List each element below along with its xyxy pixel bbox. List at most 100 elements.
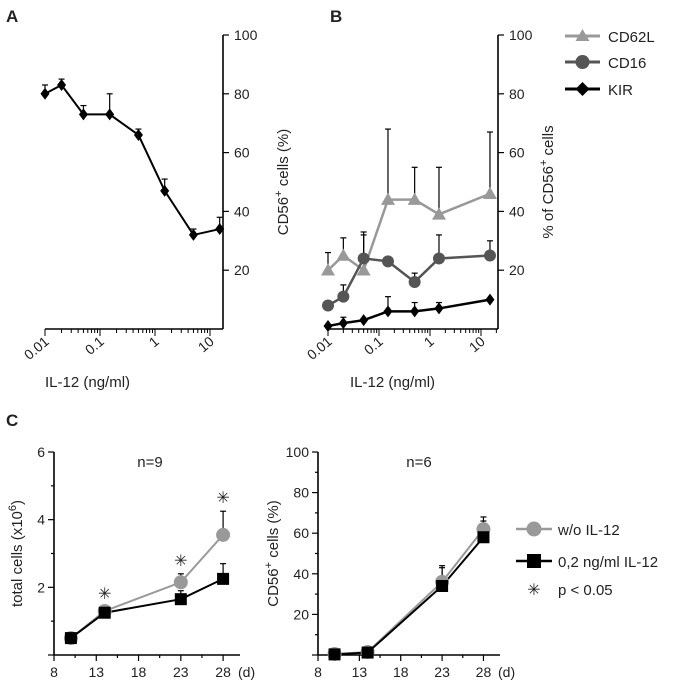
panel-label-a: A — [6, 7, 18, 26]
data-point-cd56- — [105, 108, 115, 121]
series-line-w-o-il-12 — [334, 528, 485, 655]
data-point-cd16 — [432, 252, 445, 265]
significance-marker-icon: ✳ — [174, 553, 187, 570]
panel-c-total-cells-chart: 2 4 6 8 13 18 23 28 (d) n=9 total cells (x106) ✳ ✳ ✳ — [7, 444, 255, 680]
data-point-w-o-il-12 — [216, 527, 231, 542]
data-point-0-2-ng-ml-il-12 — [98, 606, 111, 619]
y-tick-label: 100 — [286, 444, 310, 460]
x-tick-label: 10 — [195, 333, 217, 355]
data-point-0-2-ng-ml-il-12 — [217, 572, 230, 585]
data-point-cd16 — [408, 275, 421, 288]
data-point-cd16 — [337, 290, 350, 303]
sample-size-note: n=9 — [137, 454, 162, 471]
y-tick-label: 60 — [293, 525, 309, 541]
legend-cd62l-marker — [575, 29, 590, 41]
y-tick-label: 40 — [293, 566, 309, 582]
data-point-cd62l — [407, 192, 422, 205]
data-point-w-o-il-12 — [173, 575, 188, 590]
x-axis-label: (d) — [238, 664, 255, 680]
data-point-cd62l — [482, 186, 497, 200]
y-axis-label: CD56+ cells (%) — [263, 500, 282, 606]
data-point-0-2-ng-ml-il-12 — [361, 646, 374, 659]
legend-cd62l-label: CD62L — [608, 29, 655, 46]
x-tick-label: 1 — [146, 333, 162, 350]
legend-significance-label: p < 0.05 — [558, 582, 613, 599]
y-tick-label: 100 — [509, 27, 533, 43]
x-tick-label: 10 — [466, 333, 488, 355]
series-line-kir — [327, 298, 491, 328]
legend-il12-marker — [527, 554, 541, 568]
series-line-0-2-ng-ml-il-12 — [334, 536, 485, 656]
data-point-cd62l — [431, 207, 446, 220]
y-tick-label: 20 — [234, 262, 250, 278]
legend-cd16-label: CD16 — [608, 55, 646, 72]
y-tick-label: 60 — [234, 145, 250, 161]
data-point-kir — [410, 305, 420, 318]
data-point-cd62l — [321, 263, 335, 276]
y-tick-label: 40 — [509, 203, 525, 219]
data-point-cd56- — [160, 184, 170, 197]
data-point-cd56- — [215, 223, 225, 236]
data-point-0-2-ng-ml-il-12 — [174, 593, 187, 606]
y-tick-label: 20 — [509, 262, 525, 278]
legend-wo-il12-label: w/o IL-12 — [557, 522, 620, 539]
y-tick-label: 20 — [293, 606, 309, 622]
data-point-cd56- — [40, 87, 50, 100]
series-line-0-2-ng-ml-il-12 — [70, 577, 224, 639]
panel-label-b: B — [330, 7, 342, 26]
data-point-0-2-ng-ml-il-12 — [328, 648, 341, 661]
x-tick-label: 13 — [88, 664, 104, 680]
panel-b-chart: 0.01 0.1 1 10 20 40 60 80 100 IL-12 (ng/ml) % of C… — [304, 27, 557, 391]
y-tick-label: 100 — [234, 27, 258, 43]
x-axis-label: (d) — [498, 664, 515, 680]
y-tick-label: 80 — [509, 86, 525, 102]
data-point-kir — [359, 314, 369, 327]
data-point-0-2-ng-ml-il-12 — [436, 579, 449, 592]
series-line-w-o-il-12 — [70, 534, 224, 639]
x-tick-label: 28 — [476, 664, 492, 680]
x-tick-label: 0.1 — [82, 333, 107, 358]
y-tick-label: 60 — [509, 145, 525, 161]
data-point-0-2-ng-ml-il-12 — [477, 531, 490, 544]
data-point-cd62l — [356, 263, 371, 276]
series-line-cd56- — [44, 83, 220, 237]
x-tick-label: 28 — [215, 664, 231, 680]
panel-label-c: C — [6, 411, 18, 430]
sample-size-note: n=6 — [406, 454, 431, 471]
data-point-cd16 — [381, 255, 394, 268]
x-tick-label: 0.01 — [304, 333, 335, 363]
y-tick-label: 4 — [37, 512, 45, 528]
data-point-cd56- — [133, 128, 143, 141]
significance-marker-icon: ✳ — [216, 490, 229, 507]
significance-marker-icon: ✳ — [98, 586, 111, 603]
data-point-kir — [338, 317, 348, 330]
legend-panel-b: CD62L CD16 KIR — [565, 29, 655, 99]
data-point-cd62l — [336, 248, 351, 261]
x-tick-label: 0.1 — [361, 333, 386, 358]
legend-panel-c: w/o IL-12 0,2 ng/ml IL-12 ✳ p < 0.05 — [516, 521, 658, 599]
x-tick-label: 8 — [314, 664, 322, 680]
y-tick-label: 6 — [37, 444, 45, 460]
x-tick-label: 1 — [421, 333, 437, 350]
x-tick-label: 18 — [393, 664, 409, 680]
legend-il12-label: 0,2 ng/ml IL-12 — [558, 554, 658, 571]
y-tick-label: 80 — [293, 485, 309, 501]
x-tick-label: 8 — [50, 664, 58, 680]
series-line-cd62l — [327, 192, 491, 273]
x-tick-label: 13 — [352, 664, 368, 680]
data-point-cd56- — [188, 228, 198, 241]
data-point-cd16 — [357, 252, 370, 265]
y-tick-label: 40 — [234, 203, 250, 219]
data-point-cd56- — [57, 78, 67, 91]
data-point-cd16 — [483, 249, 496, 262]
x-tick-label: 23 — [434, 664, 450, 680]
data-point-kir — [383, 305, 393, 318]
data-point-cd62l — [380, 192, 395, 205]
y-tick-label: 80 — [234, 86, 250, 102]
data-point-cd16 — [322, 299, 334, 312]
y-axis-label: CD56+ cells (%) — [273, 129, 292, 235]
x-axis-label: IL-12 (ng/ml) — [45, 374, 130, 391]
y-axis-label: % of CD56+ cells — [538, 125, 557, 238]
y-tick-label: 2 — [37, 579, 45, 595]
